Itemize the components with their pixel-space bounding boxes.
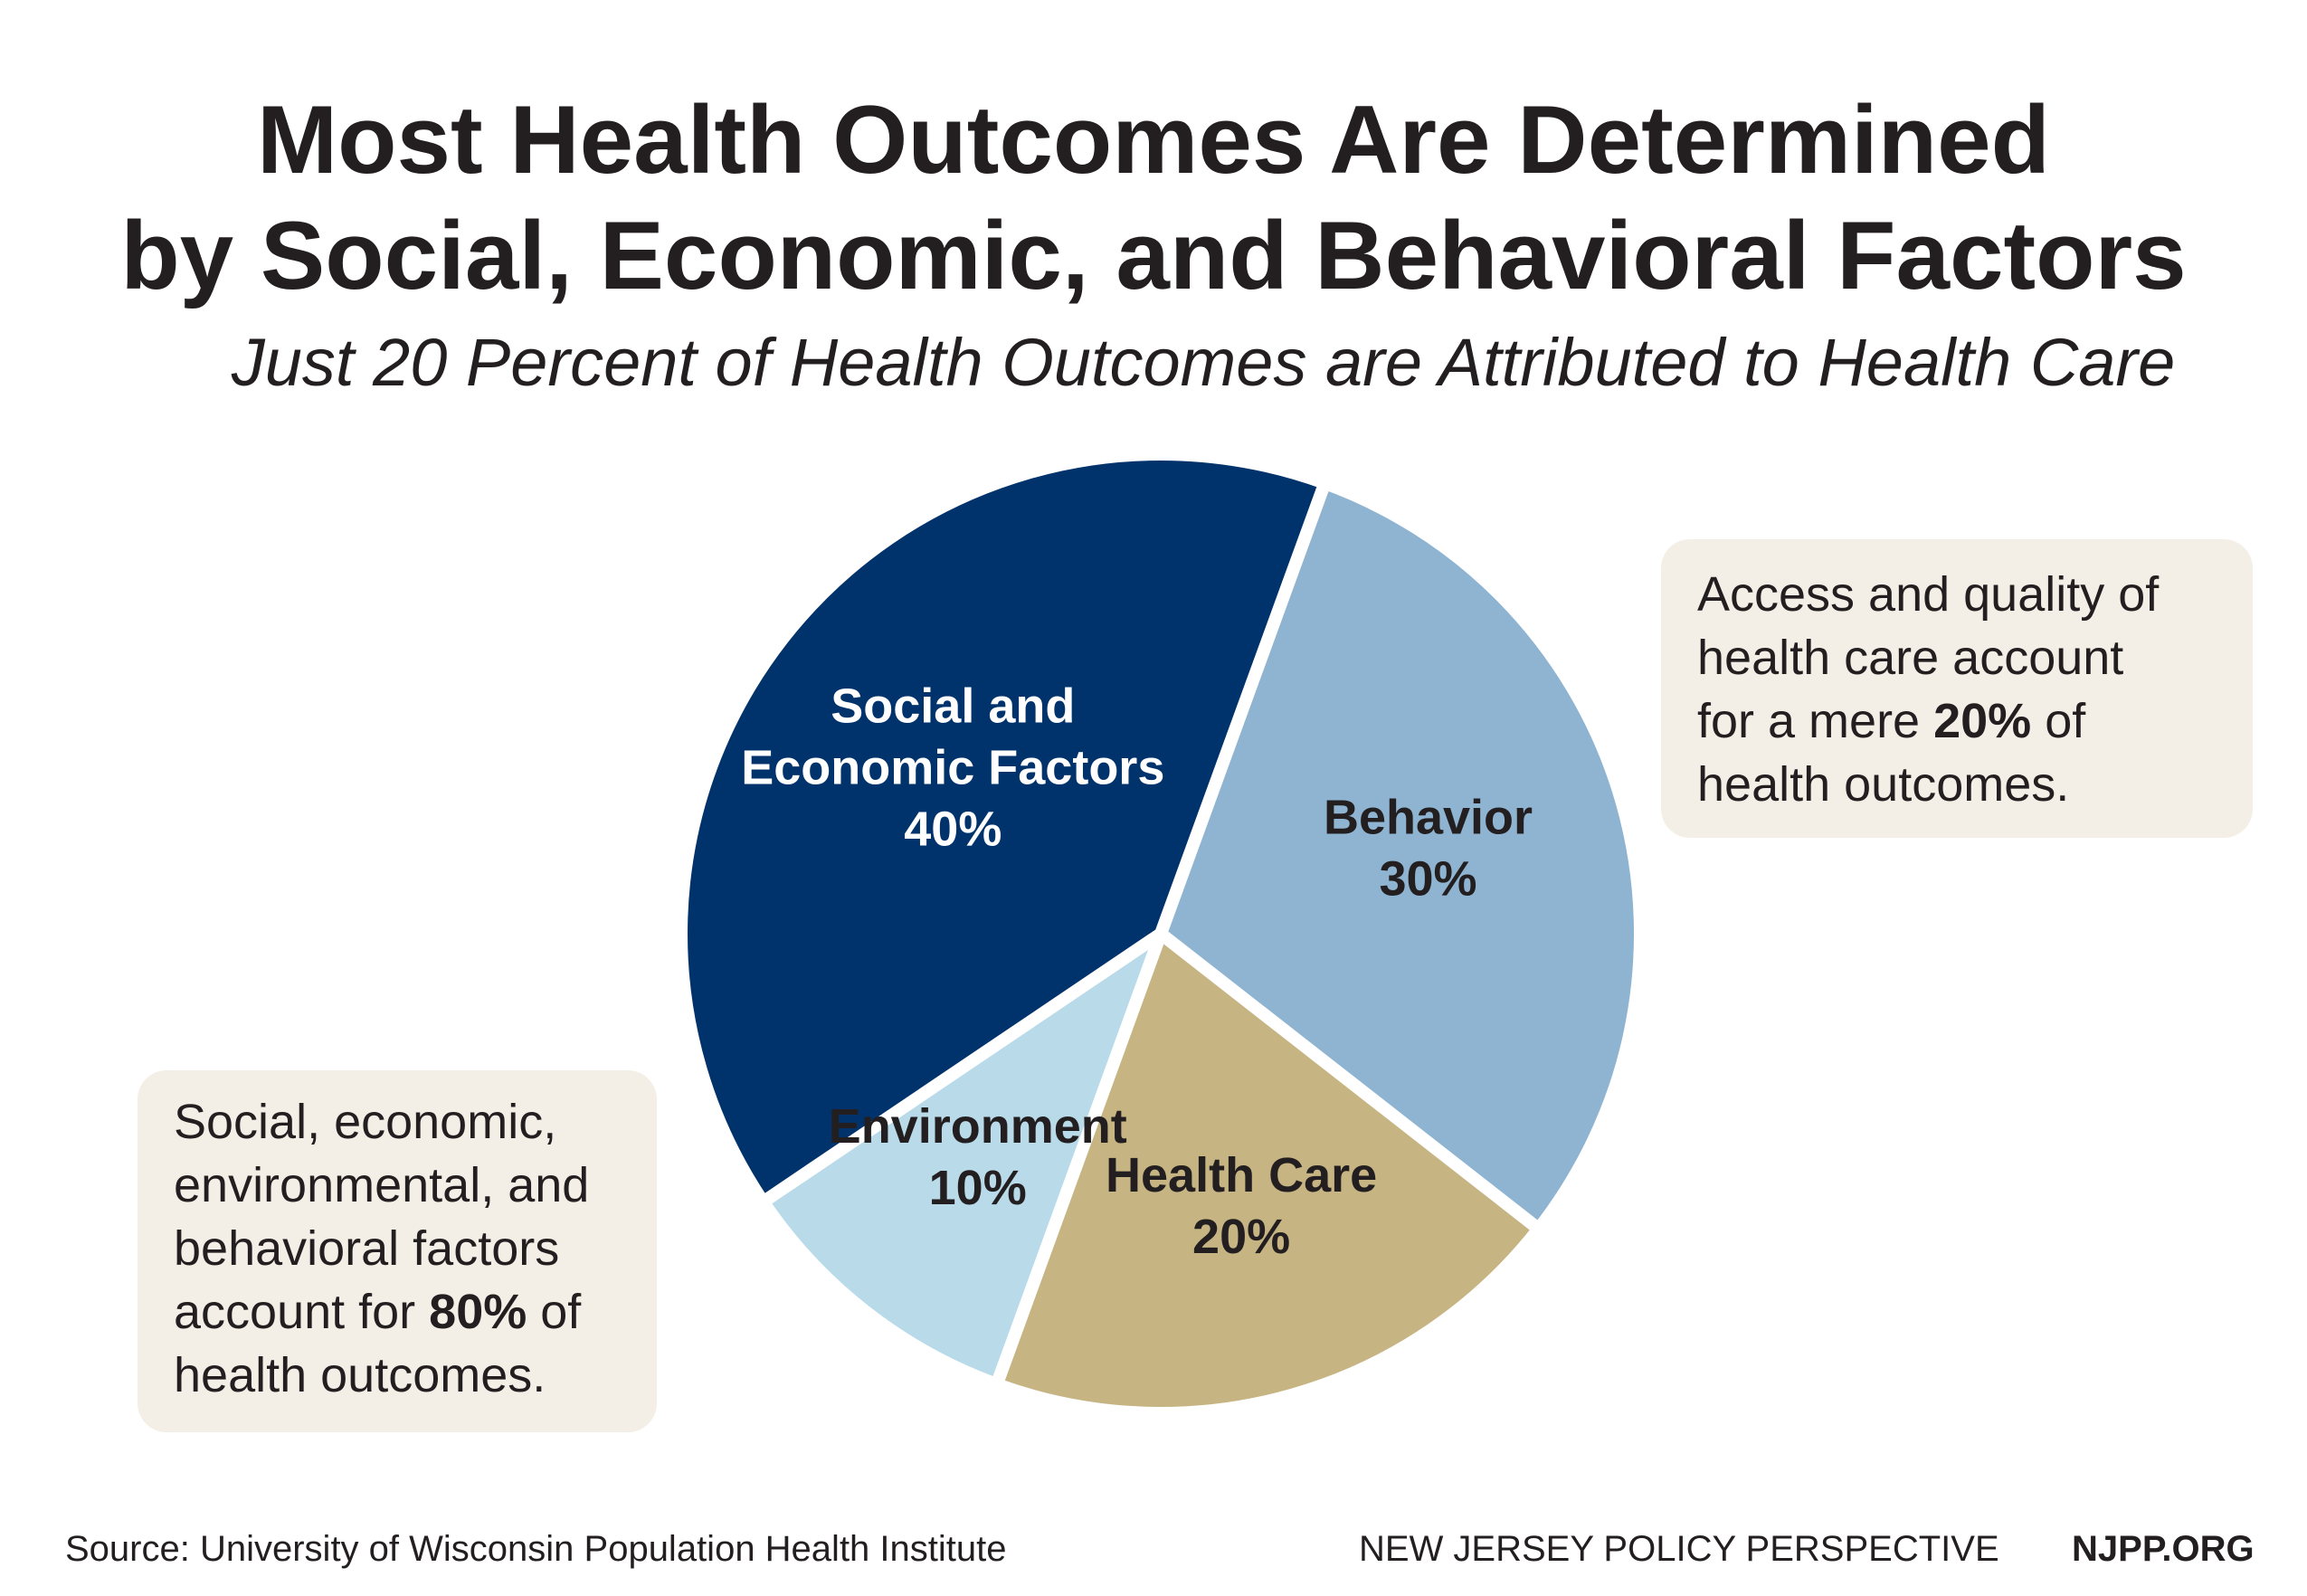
chart-title-line-1: Most Health Outcomes Are Determined [257, 85, 2050, 194]
slice-value-label: 40% [904, 803, 1002, 857]
slice-category-label: Economic Factors [741, 741, 1164, 795]
slice-category-label: Environment [829, 1099, 1127, 1154]
pie-slice-social-and-economic-factors [675, 448, 1332, 1209]
slice-category-label: Social and [831, 679, 1075, 734]
callout-line: health outcomes. [174, 1348, 546, 1402]
callout-text: of [2031, 694, 2086, 748]
slice-category-label: Behavior [1324, 790, 1533, 844]
health-care-callout: Access and quality of health care accoun… [1661, 539, 2253, 838]
callout-text: for a mere [1697, 694, 1934, 748]
callout-line: health care account [1697, 631, 2124, 685]
slice-label-environment: Environment 10% [829, 1099, 1127, 1215]
pie-labels: Behavior 30% Health Care 20% Environment 10% S… [741, 679, 1533, 1264]
organization-name: NEW JERSEY POLICY PERSPECTIVE [1359, 1529, 1999, 1569]
callout-text: of [527, 1285, 582, 1339]
chart-title-line-2: by Social, Economic, and Behavioral Fact… [120, 201, 2187, 309]
chart-title: Most Health Outcomes Are Determined by S… [0, 81, 2307, 313]
callout-line: health outcomes. [1697, 757, 2070, 812]
callout-highlight: 20% [1933, 694, 2032, 748]
slice-label-social-and-economic-factors: Social and Economic Factors 40% [741, 679, 1164, 857]
callout-line: for a mere 20% of [1697, 689, 2217, 753]
pie-slices [675, 448, 1647, 1420]
pie-slice-behavior [1154, 476, 1647, 1236]
factors-callout: Social, economic, environmental, and beh… [138, 1070, 657, 1432]
slice-value-label: 20% [1192, 1210, 1290, 1264]
pie-slice-health-care [990, 927, 1545, 1420]
callout-line: account for 80% of [174, 1280, 621, 1344]
chart-subtitle: Just 20 Percent of Health Outcomes are A… [231, 325, 2176, 400]
slice-label-health-care: Health Care 20% [1106, 1148, 1377, 1264]
callout-line: Access and quality of [1697, 567, 2160, 622]
callout-highlight: 80% [429, 1285, 527, 1339]
website-link[interactable]: NJPP.ORG [2072, 1529, 2255, 1569]
slice-value-label: 30% [1379, 851, 1476, 906]
slice-value-label: 10% [929, 1161, 1027, 1215]
callout-line: behavioral factors [174, 1221, 560, 1276]
callout-text: account for [174, 1285, 430, 1339]
source-note: Source: University of Wisconsin Populati… [65, 1529, 1007, 1569]
slice-label-behavior: Behavior 30% [1324, 790, 1533, 906]
callout-line: Social, economic, [174, 1095, 557, 1149]
slice-category-label: Health Care [1106, 1148, 1377, 1202]
callout-line: environmental, and [174, 1158, 590, 1212]
pie-slice-environment [756, 927, 1167, 1392]
